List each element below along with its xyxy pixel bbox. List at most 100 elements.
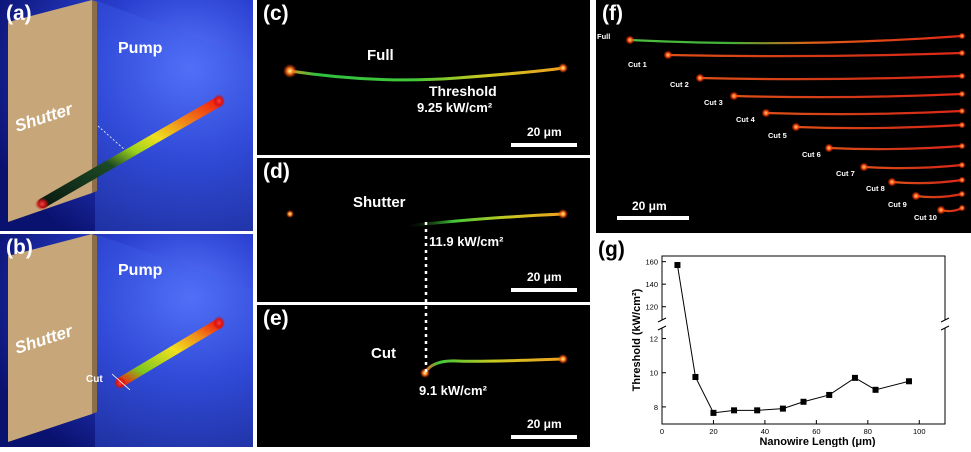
panel-e-label: (e) (263, 307, 289, 330)
y-tick-label: 12 (650, 335, 658, 344)
scale-label: 20 μm (527, 417, 562, 431)
cut-position-line (424, 222, 428, 372)
panel-a: (a) Pump Shutter (0, 0, 253, 231)
threshold-value: 9.1 kW/cm² (419, 383, 487, 398)
nanowire-tip-7 (958, 161, 966, 169)
panel-c-nanowire (283, 63, 568, 82)
wire-label: Cut 6 (802, 150, 821, 159)
panel-b-illustration (0, 234, 253, 447)
nanowire-end-1 (663, 50, 673, 60)
nanowire-end-3 (729, 91, 739, 101)
threshold-value: 11.9 kW/cm² (429, 234, 504, 249)
axis-break-left-gap (656, 320, 668, 328)
panel-g-label: (g) (598, 238, 625, 261)
scale-label: 20 μm (527, 270, 562, 284)
nanowire-0 (629, 34, 963, 45)
nanowire-tip-5 (958, 121, 966, 129)
nanowire-6 (828, 144, 963, 151)
scale-bar (617, 216, 689, 220)
data-point (800, 398, 807, 405)
data-point (905, 378, 912, 385)
y-axis-label: Threshold (kW/cm²) (631, 288, 643, 391)
pump-label: Pump (118, 40, 163, 57)
nanowire-3 (733, 92, 963, 99)
wire-label: Cut 10 (914, 213, 937, 222)
nanowire-end-9 (911, 191, 921, 201)
nanowire-tip-1 (958, 49, 966, 57)
data-point (692, 374, 699, 380)
panel-b: (b) Pump Shutter Cut (0, 234, 253, 447)
nanowire-1 (667, 51, 963, 58)
shutter-label: Shutter (353, 194, 406, 211)
x-tick-label: 80 (864, 427, 872, 436)
wire-label: Cut 3 (704, 98, 723, 107)
data-point (779, 405, 786, 412)
nanowire-7 (863, 163, 963, 170)
wire-label: Cut 2 (670, 80, 689, 89)
panel-b-label: (b) (6, 236, 33, 259)
scale-bar (511, 435, 577, 439)
nanowire-end-8 (887, 177, 897, 187)
panel-d-label: (d) (263, 160, 290, 183)
x-tick-label: 0 (660, 427, 664, 436)
scale-bar (511, 288, 577, 292)
x-tick-label: 20 (709, 427, 717, 436)
nanowire-tip-10 (958, 204, 966, 212)
nanowire-tip-3 (958, 90, 966, 98)
panel-f-label: (f) (602, 2, 623, 25)
panel-c-label: (c) (263, 2, 289, 25)
x-tick-label: 40 (761, 427, 769, 436)
axis-break-right-gap (939, 320, 951, 328)
x-axis-label: Nanowire Length (μm) (759, 436, 875, 447)
nanowire-end-10 (936, 205, 946, 215)
panel-d-nanowire (286, 209, 568, 228)
panel-d: (d) Shutter 11.9 kW/cm² 20 μm (257, 158, 590, 302)
wire-label: Cut 4 (736, 115, 755, 124)
data-point (674, 262, 681, 269)
full-label: Full (367, 47, 394, 64)
nanowire-4 (765, 109, 963, 116)
threshold-value: 9.25 kW/cm² (417, 100, 493, 115)
panel-f: (f) Full Cut 1 Cut 2 Cut 3 Cut 4 Cut 5 Cut 6 Cu… (596, 0, 971, 233)
panel-a-illustration (0, 0, 253, 231)
x-tick-label: 100 (913, 427, 926, 436)
scale-label: 20 μm (632, 199, 667, 213)
nanowire-tip-0 (958, 32, 966, 40)
scale-label: 20 μm (527, 125, 562, 139)
wire-label: Cut 5 (768, 131, 787, 140)
nanowire-end-6 (824, 143, 834, 153)
threshold-chart: 0 20 40 60 80 100 8 10 12 120 140 160 Nanowire Lengt… (631, 255, 951, 448)
nanowire-5 (795, 123, 963, 130)
nanowire-tip-9 (958, 190, 966, 198)
wire-label: Cut 8 (866, 184, 885, 193)
wire-label: Cut 1 (628, 60, 647, 69)
axis-break-left-top (657, 317, 667, 323)
nanowire-8 (891, 178, 963, 185)
wire-label: Full (597, 32, 611, 41)
nanowire-end-5 (791, 122, 801, 132)
data-point (851, 374, 858, 381)
axis-break-left-bottom (657, 325, 667, 331)
nanowire-tip-8 (958, 176, 966, 184)
scale-bar (511, 143, 577, 147)
panel-e-nanowire (420, 354, 568, 378)
threshold-title: Threshold (429, 83, 497, 99)
panel-a-label: (a) (6, 2, 32, 25)
cut-label: Cut (371, 345, 396, 362)
panel-g: (g) 0 20 40 60 80 100 8 10 12 120 140 160 Nanowire L… (596, 236, 971, 448)
nanowire-tip-4 (958, 107, 966, 115)
wire-label: Cut 7 (836, 169, 855, 178)
y-tick-label: 10 (650, 369, 658, 378)
y-tick-label: 8 (654, 403, 658, 412)
data-point (731, 407, 738, 414)
panel-e: (e) Cut 9.1 kW/cm² 20 μm (257, 305, 590, 447)
x-tick-label: 60 (812, 427, 820, 436)
data-point (826, 391, 833, 398)
nanowire-end-0 (625, 35, 635, 45)
nanowire-end-2 (695, 73, 705, 83)
nanowire-tip-2 (958, 72, 966, 80)
data-point (872, 386, 879, 393)
plot-frame (661, 255, 946, 425)
nanowire-tip-6 (958, 142, 966, 150)
data-point (754, 407, 761, 414)
